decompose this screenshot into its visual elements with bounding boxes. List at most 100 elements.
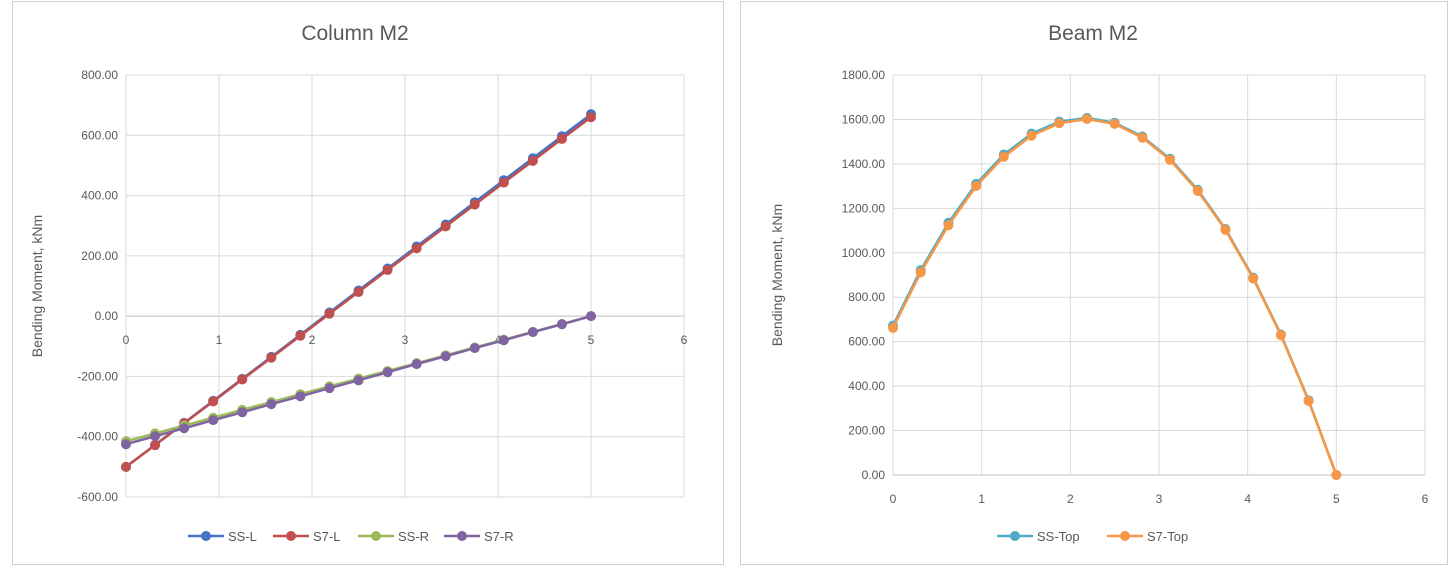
y-tick-label: 800.00 — [81, 68, 118, 82]
x-tick-label: 0 — [123, 333, 130, 347]
data-point-S7-Top — [998, 151, 1009, 162]
chart-title: Column M2 — [301, 22, 408, 45]
data-point-S7-Top — [1137, 132, 1148, 143]
data-point-S7-Top — [1220, 224, 1231, 235]
data-point-S7-Top — [915, 267, 926, 278]
y-axis-label: Bending Moment, kNm — [769, 204, 785, 346]
data-point-S7-L — [469, 199, 480, 210]
data-point-S7-L — [266, 352, 277, 363]
x-tick-label: 6 — [681, 333, 688, 347]
data-point-S7-R — [382, 367, 393, 378]
data-point-S7-R — [411, 359, 422, 370]
data-point-S7-R — [498, 335, 509, 346]
x-tick-label: 3 — [1156, 492, 1163, 506]
y-tick-label: 0.00 — [862, 468, 886, 482]
data-point-S7-R — [179, 423, 190, 434]
x-tick-label: 2 — [309, 333, 316, 347]
y-tick-label: 400.00 — [848, 379, 885, 393]
x-tick-label: 3 — [402, 333, 409, 347]
data-point-S7-R — [353, 375, 364, 386]
data-point-S7-L — [498, 177, 509, 188]
y-axis-label: Bending Moment, kNm — [29, 215, 45, 357]
data-point-S7-Top — [943, 220, 954, 231]
data-point-S7-R — [150, 431, 161, 442]
data-point-S7-L — [324, 308, 335, 319]
data-point-S7-R — [440, 351, 451, 362]
legend-marker — [371, 531, 381, 541]
y-tick-label: 800.00 — [848, 290, 885, 304]
y-tick-label: 400.00 — [81, 189, 118, 203]
data-point-S7-Top — [1331, 470, 1342, 480]
chart-title: Beam M2 — [1048, 22, 1138, 45]
x-tick-label: 0 — [890, 492, 897, 506]
legend-label: SS-Top — [1037, 529, 1080, 544]
data-point-S7-R — [556, 319, 567, 330]
y-tick-label: 1400.00 — [842, 157, 886, 171]
beam-m2-plot: Beam M2 0.00 200.00 400.00 600.00 800.00 1000.… — [769, 22, 1429, 544]
data-point-S7-L — [382, 265, 393, 276]
y-tick-label: 1200.00 — [842, 201, 886, 215]
data-point-S7-L — [121, 461, 131, 472]
data-point-S7-Top — [888, 322, 898, 333]
y-tick-label: 1800.00 — [842, 68, 886, 82]
series-line-SS-Top — [891, 116, 1338, 476]
data-point-S7-L — [527, 155, 538, 166]
y-tick-label: 600.00 — [81, 128, 118, 142]
data-point-S7-R — [237, 407, 248, 418]
column-m2-plot: Column M2 -600.00 -400.00 -200.00 0.00 200.00… — [29, 22, 688, 544]
beam-m2-chart — [740, 1, 1448, 565]
data-point-S7-L — [411, 243, 422, 254]
legend-label: S7-R — [484, 529, 514, 544]
data-point-S7-L — [556, 133, 567, 144]
legend-label: SS-L — [228, 529, 257, 544]
legend-label: SS-R — [398, 529, 429, 544]
y-tick-label: -200.00 — [77, 369, 118, 383]
y-tick-label: 1600.00 — [842, 112, 886, 126]
y-tick-label: 200.00 — [848, 424, 885, 438]
data-point-S7-L — [237, 374, 248, 385]
x-tick-label: 1 — [216, 333, 223, 347]
data-point-S7-R — [527, 327, 538, 338]
data-point-S7-L — [150, 440, 161, 451]
x-tick-label: 5 — [588, 333, 595, 347]
x-tick-label: 2 — [1067, 492, 1074, 506]
data-point-S7-L — [440, 221, 451, 232]
x-tick-label: 1 — [978, 492, 985, 506]
data-point-S7-R — [324, 383, 335, 394]
y-tick-label: 200.00 — [81, 249, 118, 263]
legend-label: S7-L — [313, 529, 340, 544]
legend-marker — [1010, 531, 1020, 541]
data-point-S7-Top — [1081, 114, 1092, 124]
legend-marker — [286, 531, 296, 541]
y-tick-label: 1000.00 — [842, 246, 886, 260]
data-point-S7-L — [586, 112, 596, 123]
data-point-S7-R — [586, 311, 596, 322]
data-point-S7-Top — [1192, 186, 1203, 196]
y-tick-label: 0.00 — [95, 309, 119, 323]
legend-marker — [201, 531, 211, 541]
data-point-S7-Top — [1303, 396, 1314, 406]
data-point-S7-Top — [1054, 118, 1065, 129]
data-point-S7-R — [121, 439, 131, 450]
x-tick-label: 6 — [1422, 492, 1429, 506]
x-tick-label: 5 — [1333, 492, 1340, 506]
legend-label: S7-Top — [1147, 529, 1188, 544]
data-point-S7-Top — [1109, 118, 1120, 129]
data-point-S7-Top — [1026, 130, 1037, 141]
data-point-S7-L — [353, 287, 364, 298]
data-point-S7-Top — [1248, 273, 1259, 284]
legend-marker — [1120, 531, 1130, 541]
data-point-S7-R — [295, 391, 306, 402]
data-point-S7-Top — [1165, 154, 1176, 165]
data-point-S7-R — [469, 343, 480, 354]
data-point-S7-L — [295, 330, 306, 341]
data-point-S7-R — [208, 415, 219, 426]
data-point-S7-R — [266, 399, 277, 410]
y-tick-label: -400.00 — [77, 430, 118, 444]
y-tick-label: 600.00 — [848, 335, 885, 349]
y-tick-label: -600.00 — [77, 490, 118, 504]
legend-marker — [457, 531, 467, 541]
data-point-S7-Top — [1275, 330, 1286, 341]
data-point-S7-Top — [971, 181, 982, 192]
